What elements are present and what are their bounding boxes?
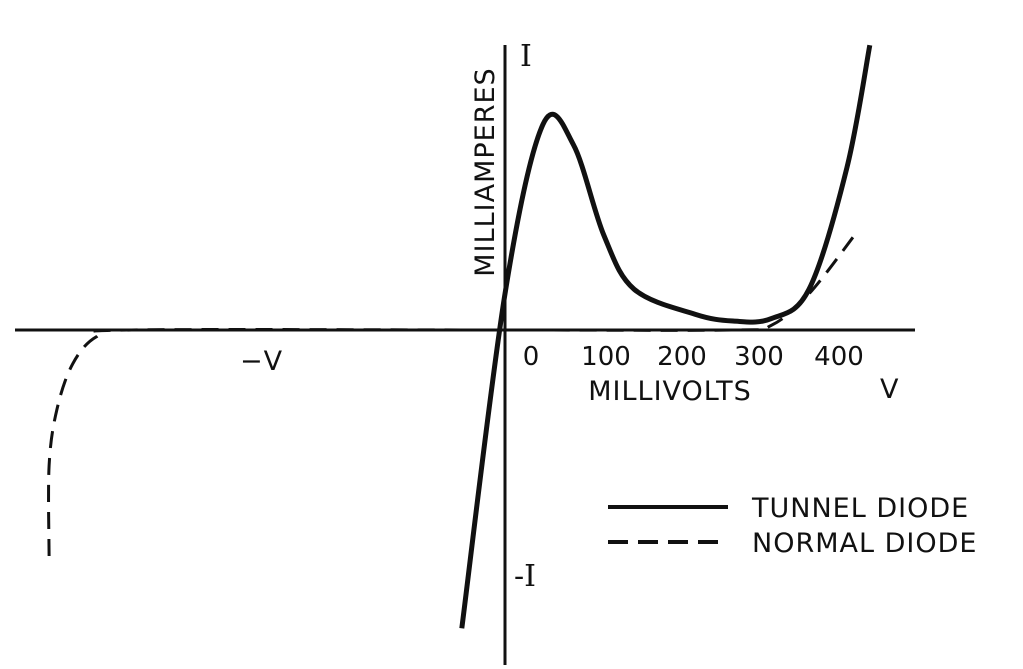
- legend-label-normal-diode: NORMAL DIODE: [752, 528, 977, 559]
- y-axis-bottom-label: -I: [514, 559, 536, 594]
- x-tick-label: 100: [581, 342, 631, 372]
- y-axis-label: MILLIAMPERES: [470, 67, 501, 276]
- x-tick-labels: 0 100 200 300 400: [523, 342, 864, 372]
- x-tick-label: 200: [657, 342, 707, 372]
- legend: TUNNEL DIODE NORMAL DIODE: [608, 493, 977, 559]
- x-tick-label: 0: [523, 342, 540, 372]
- x-axis-label: MILLIVOLTS: [588, 376, 752, 407]
- legend-label-tunnel-diode: TUNNEL DIODE: [751, 493, 969, 524]
- x-tick-label: 400: [814, 342, 864, 372]
- axes: [15, 45, 915, 665]
- y-axis-top-label: I: [520, 39, 532, 74]
- series-layer: [47, 44, 873, 629]
- x-axis-end-label: V: [880, 374, 899, 405]
- normal-diode-curve: [47, 234, 856, 557]
- x-tick-label: 300: [734, 342, 784, 372]
- tunnel-diode-curve: [459, 44, 873, 629]
- x-negative-label: −V: [240, 346, 283, 377]
